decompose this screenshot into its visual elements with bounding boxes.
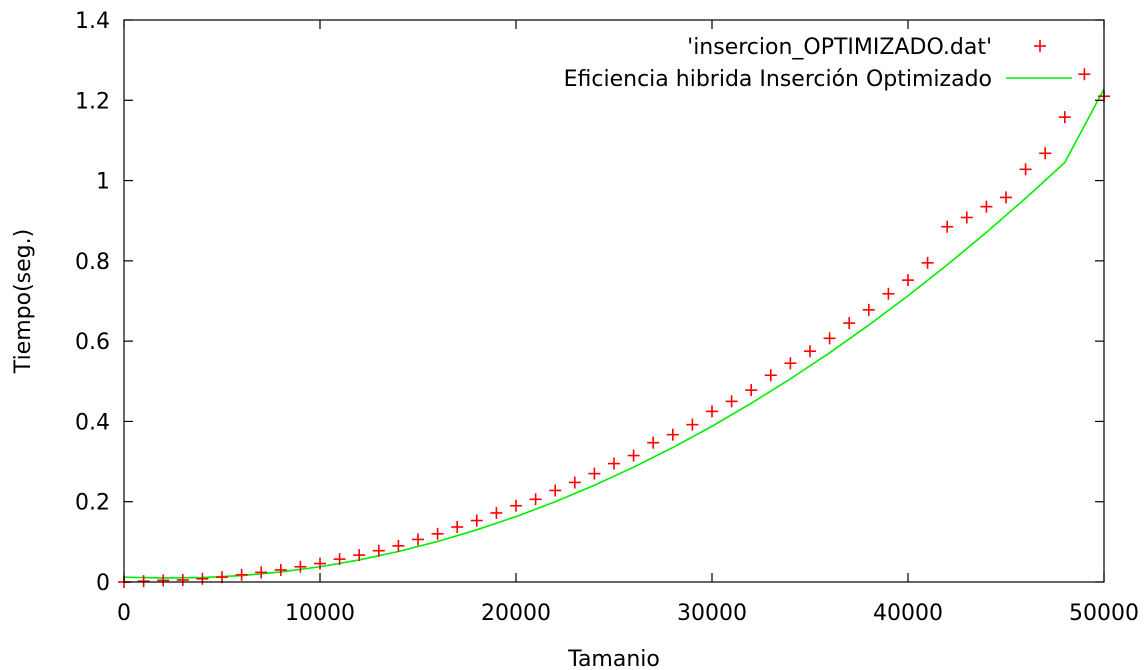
data-point xyxy=(823,332,836,345)
plot-frame xyxy=(123,19,1105,583)
data-point xyxy=(196,572,209,585)
data-point xyxy=(529,493,542,506)
data-point xyxy=(804,345,816,358)
x-axis-label: Tamanio xyxy=(567,647,660,670)
data-point xyxy=(666,428,679,441)
data-point xyxy=(255,566,268,579)
data-point xyxy=(510,499,522,512)
data-point xyxy=(490,506,503,519)
data-point xyxy=(470,514,483,527)
data-points-layer xyxy=(118,68,1110,588)
legend-marker-data xyxy=(1034,40,1046,52)
data-point xyxy=(941,220,954,233)
data-point xyxy=(608,457,620,470)
data-point xyxy=(235,568,248,581)
data-point xyxy=(412,533,424,546)
data-point xyxy=(784,357,797,370)
x-tick-label: 0 xyxy=(117,601,131,626)
x-tick-label: 40000 xyxy=(873,601,943,626)
y-tick-label: 1.2 xyxy=(75,89,110,114)
axis-tick-labels: 0 10000 20000 30000 40000 50000 0 0.2 0.4 0.6 0.8 1… xyxy=(75,9,1139,626)
data-point xyxy=(353,549,366,562)
data-point xyxy=(1019,163,1032,176)
legend: 'insercion_OPTIMIZADO.dat' Eficiencia hi… xyxy=(564,35,1072,92)
y-tick-label: 0.4 xyxy=(75,410,110,435)
data-point xyxy=(686,418,699,431)
data-point xyxy=(706,405,718,418)
legend-label-fit: Eficiencia hibrida Inserción Optimizado xyxy=(564,67,992,92)
data-point xyxy=(333,553,346,566)
data-point xyxy=(216,571,228,584)
y-tick-label: 0.6 xyxy=(75,330,110,355)
data-point xyxy=(980,200,993,213)
x-tick-label: 10000 xyxy=(285,601,355,626)
x-tick-label: 20000 xyxy=(481,601,551,626)
data-point xyxy=(568,476,581,489)
data-point xyxy=(921,256,934,269)
y-tick-label: 0.8 xyxy=(75,250,110,275)
data-point xyxy=(1078,68,1091,81)
data-point xyxy=(157,574,170,587)
fit-curve xyxy=(123,88,1105,579)
data-point xyxy=(137,575,150,588)
data-point xyxy=(960,211,973,224)
data-point xyxy=(1058,111,1071,124)
fit-curve-layer xyxy=(123,88,1105,579)
data-point xyxy=(451,521,464,534)
y-tick-label: 0 xyxy=(96,571,110,596)
data-point xyxy=(764,369,777,382)
data-point xyxy=(549,484,562,497)
data-point xyxy=(274,563,287,576)
data-point xyxy=(431,527,444,540)
data-point xyxy=(647,436,660,449)
data-point xyxy=(745,384,758,397)
data-point xyxy=(588,467,601,480)
legend-label-data: 'insercion_OPTIMIZADO.dat' xyxy=(687,35,992,60)
data-point xyxy=(176,573,189,586)
data-point xyxy=(862,303,875,316)
data-point xyxy=(843,317,856,330)
data-point xyxy=(1000,191,1012,204)
y-tick-label: 1 xyxy=(96,170,110,195)
data-point xyxy=(314,557,326,570)
data-point xyxy=(1039,147,1052,160)
data-point xyxy=(882,287,895,300)
data-point xyxy=(294,560,307,573)
axis-ticks xyxy=(123,19,1105,583)
data-point xyxy=(392,539,405,552)
data-point xyxy=(627,449,640,462)
data-point xyxy=(902,274,914,287)
x-tick-label: 30000 xyxy=(677,601,747,626)
data-point xyxy=(372,544,385,557)
y-tick-label: 0.2 xyxy=(75,491,110,516)
y-tick-label: 1.4 xyxy=(75,9,110,34)
x-tick-label: 50000 xyxy=(1069,601,1139,626)
y-axis-label: Tiempo(seg.) xyxy=(11,229,36,374)
data-point xyxy=(725,395,738,408)
